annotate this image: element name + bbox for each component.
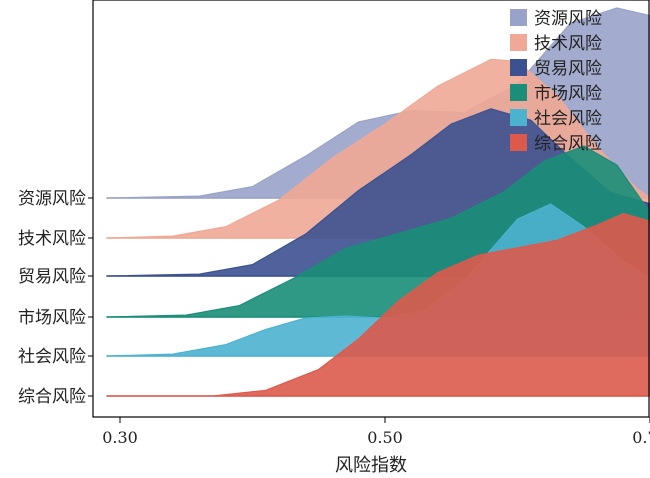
- legend-label-4: 市场风险: [534, 84, 602, 104]
- legend-swatch-3: [510, 59, 527, 76]
- category-label-5: 社会风险: [18, 347, 86, 367]
- x-tick-label-3: 0.70: [632, 428, 650, 447]
- x-axis-title: 风险指数: [335, 455, 407, 476]
- legend-swatch-6: [510, 134, 527, 151]
- category-label-3: 贸易风险: [18, 267, 86, 287]
- x-tick-label-2: 0.50: [367, 428, 403, 447]
- legend-label-5: 社会风险: [534, 109, 602, 129]
- legend-swatch-1: [510, 9, 527, 26]
- legend-swatch-2: [510, 34, 527, 51]
- legend-swatch-5: [510, 109, 527, 126]
- category-label-4: 市场风险: [18, 308, 86, 328]
- legend-label-1: 资源风险: [534, 9, 602, 29]
- category-label-1: 资源风险: [18, 189, 86, 209]
- x-axis-ticks: 0.300.500.700.90: [102, 417, 650, 447]
- legend-label-3: 贸易风险: [534, 59, 602, 79]
- category-label-6: 综合风险: [18, 387, 86, 407]
- ridge-6: [106, 213, 650, 397]
- legend-label-6: 综合风险: [534, 134, 602, 154]
- category-label-2: 技术风险: [18, 229, 86, 249]
- plot-frame: [92, 0, 650, 418]
- x-tick-label-1: 0.30: [102, 428, 138, 447]
- legend-label-2: 技术风险: [534, 34, 602, 54]
- legend-swatch-4: [510, 84, 527, 101]
